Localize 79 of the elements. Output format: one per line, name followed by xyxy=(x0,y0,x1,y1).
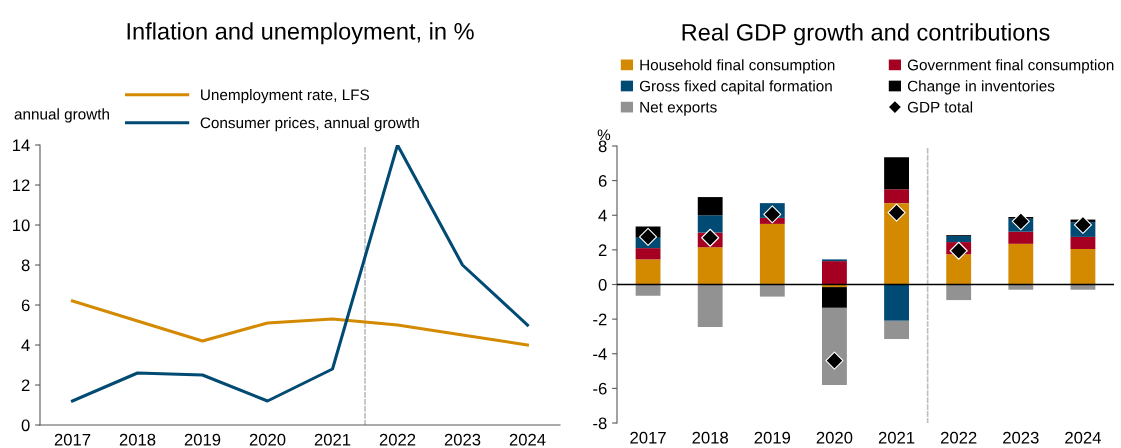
y-tick-label: 0 xyxy=(598,278,607,291)
legend-label: Unemployment rate, LFS xyxy=(201,89,370,104)
legend-label: GDP total xyxy=(907,101,973,113)
bar xyxy=(759,223,785,285)
bar xyxy=(884,203,909,285)
legend-label: Change in inventories xyxy=(907,80,1055,95)
legend-label: Consumer prices, annual growth xyxy=(200,117,419,132)
bar xyxy=(1070,236,1096,250)
bar xyxy=(822,307,847,385)
bar xyxy=(884,284,909,321)
point xyxy=(639,227,658,246)
y-tick-label: 14 xyxy=(13,139,30,152)
x-tick-label: 2018 xyxy=(692,431,728,444)
y-axis-title: annual growth xyxy=(14,108,109,123)
bar xyxy=(884,320,909,340)
chart-title: Real GDP growth and contributions xyxy=(682,23,1050,46)
bar xyxy=(822,287,847,308)
y-tick-label: 2 xyxy=(598,244,607,256)
bar xyxy=(635,248,661,260)
bar xyxy=(759,284,785,297)
bar xyxy=(946,254,972,285)
bar xyxy=(822,261,847,285)
x-tick-label: 2024 xyxy=(509,433,546,446)
x-tick-label: 2017 xyxy=(630,431,666,444)
point xyxy=(763,205,782,224)
chart-title: Inflation and unemployment, in % xyxy=(127,22,474,45)
point xyxy=(949,241,968,260)
line-series xyxy=(70,145,530,403)
x-tick-label: 2020 xyxy=(249,433,286,446)
y-tick-label: -2 xyxy=(593,313,607,326)
x-tick-label: 2022 xyxy=(379,433,416,446)
bar xyxy=(697,197,723,216)
x-tick-label: 2018 xyxy=(119,433,156,446)
y-tick-label: 0 xyxy=(21,419,30,432)
bar xyxy=(697,247,723,285)
x-tick-label: 2019 xyxy=(754,431,791,444)
x-tick-label: 2020 xyxy=(816,431,853,444)
legend-label: Net exports xyxy=(640,101,717,116)
bar xyxy=(946,284,972,301)
y-axis-title: % xyxy=(597,129,611,141)
bar xyxy=(1070,249,1096,285)
point xyxy=(887,203,906,222)
bar xyxy=(635,284,661,296)
y-tick-label: 10 xyxy=(13,219,30,232)
bar xyxy=(884,157,909,190)
x-tick-label: 2021 xyxy=(314,433,351,446)
bar xyxy=(635,259,661,285)
point xyxy=(1073,215,1092,234)
bar xyxy=(1008,231,1034,244)
x-tick-label: 2021 xyxy=(878,431,915,444)
y-tick-label: 8 xyxy=(598,140,607,153)
point xyxy=(1011,212,1030,231)
y-tick-label: 2 xyxy=(21,379,30,392)
point xyxy=(825,351,844,370)
bar xyxy=(884,189,909,204)
y-tick-label: 12 xyxy=(13,179,30,192)
bar xyxy=(697,284,723,327)
legend-label: Gross fixed capital formation xyxy=(639,80,832,95)
x-tick-label: 2023 xyxy=(1003,431,1039,444)
y-tick-label: 4 xyxy=(598,209,607,222)
x-tick-label: 2022 xyxy=(940,431,977,444)
bar xyxy=(697,215,723,233)
y-tick-label: 8 xyxy=(21,259,30,272)
legend-label: Household final consumption xyxy=(640,59,835,74)
y-tick-label: 4 xyxy=(21,339,30,352)
x-tick-label: 2024 xyxy=(1065,431,1101,444)
bar xyxy=(946,236,972,243)
x-tick-label: 2023 xyxy=(444,433,481,446)
line-series xyxy=(70,299,530,347)
y-tick-label: -4 xyxy=(593,348,607,360)
y-tick-label: -8 xyxy=(593,417,607,430)
y-tick-label: -6 xyxy=(593,382,607,395)
y-tick-label: 6 xyxy=(598,175,607,187)
x-tick-label: 2017 xyxy=(54,433,91,446)
x-tick-label: 2019 xyxy=(184,433,221,446)
point xyxy=(701,228,720,247)
legend-label: Government final consumption xyxy=(907,59,1114,74)
y-tick-label: 6 xyxy=(21,299,30,312)
bar xyxy=(1008,243,1034,285)
